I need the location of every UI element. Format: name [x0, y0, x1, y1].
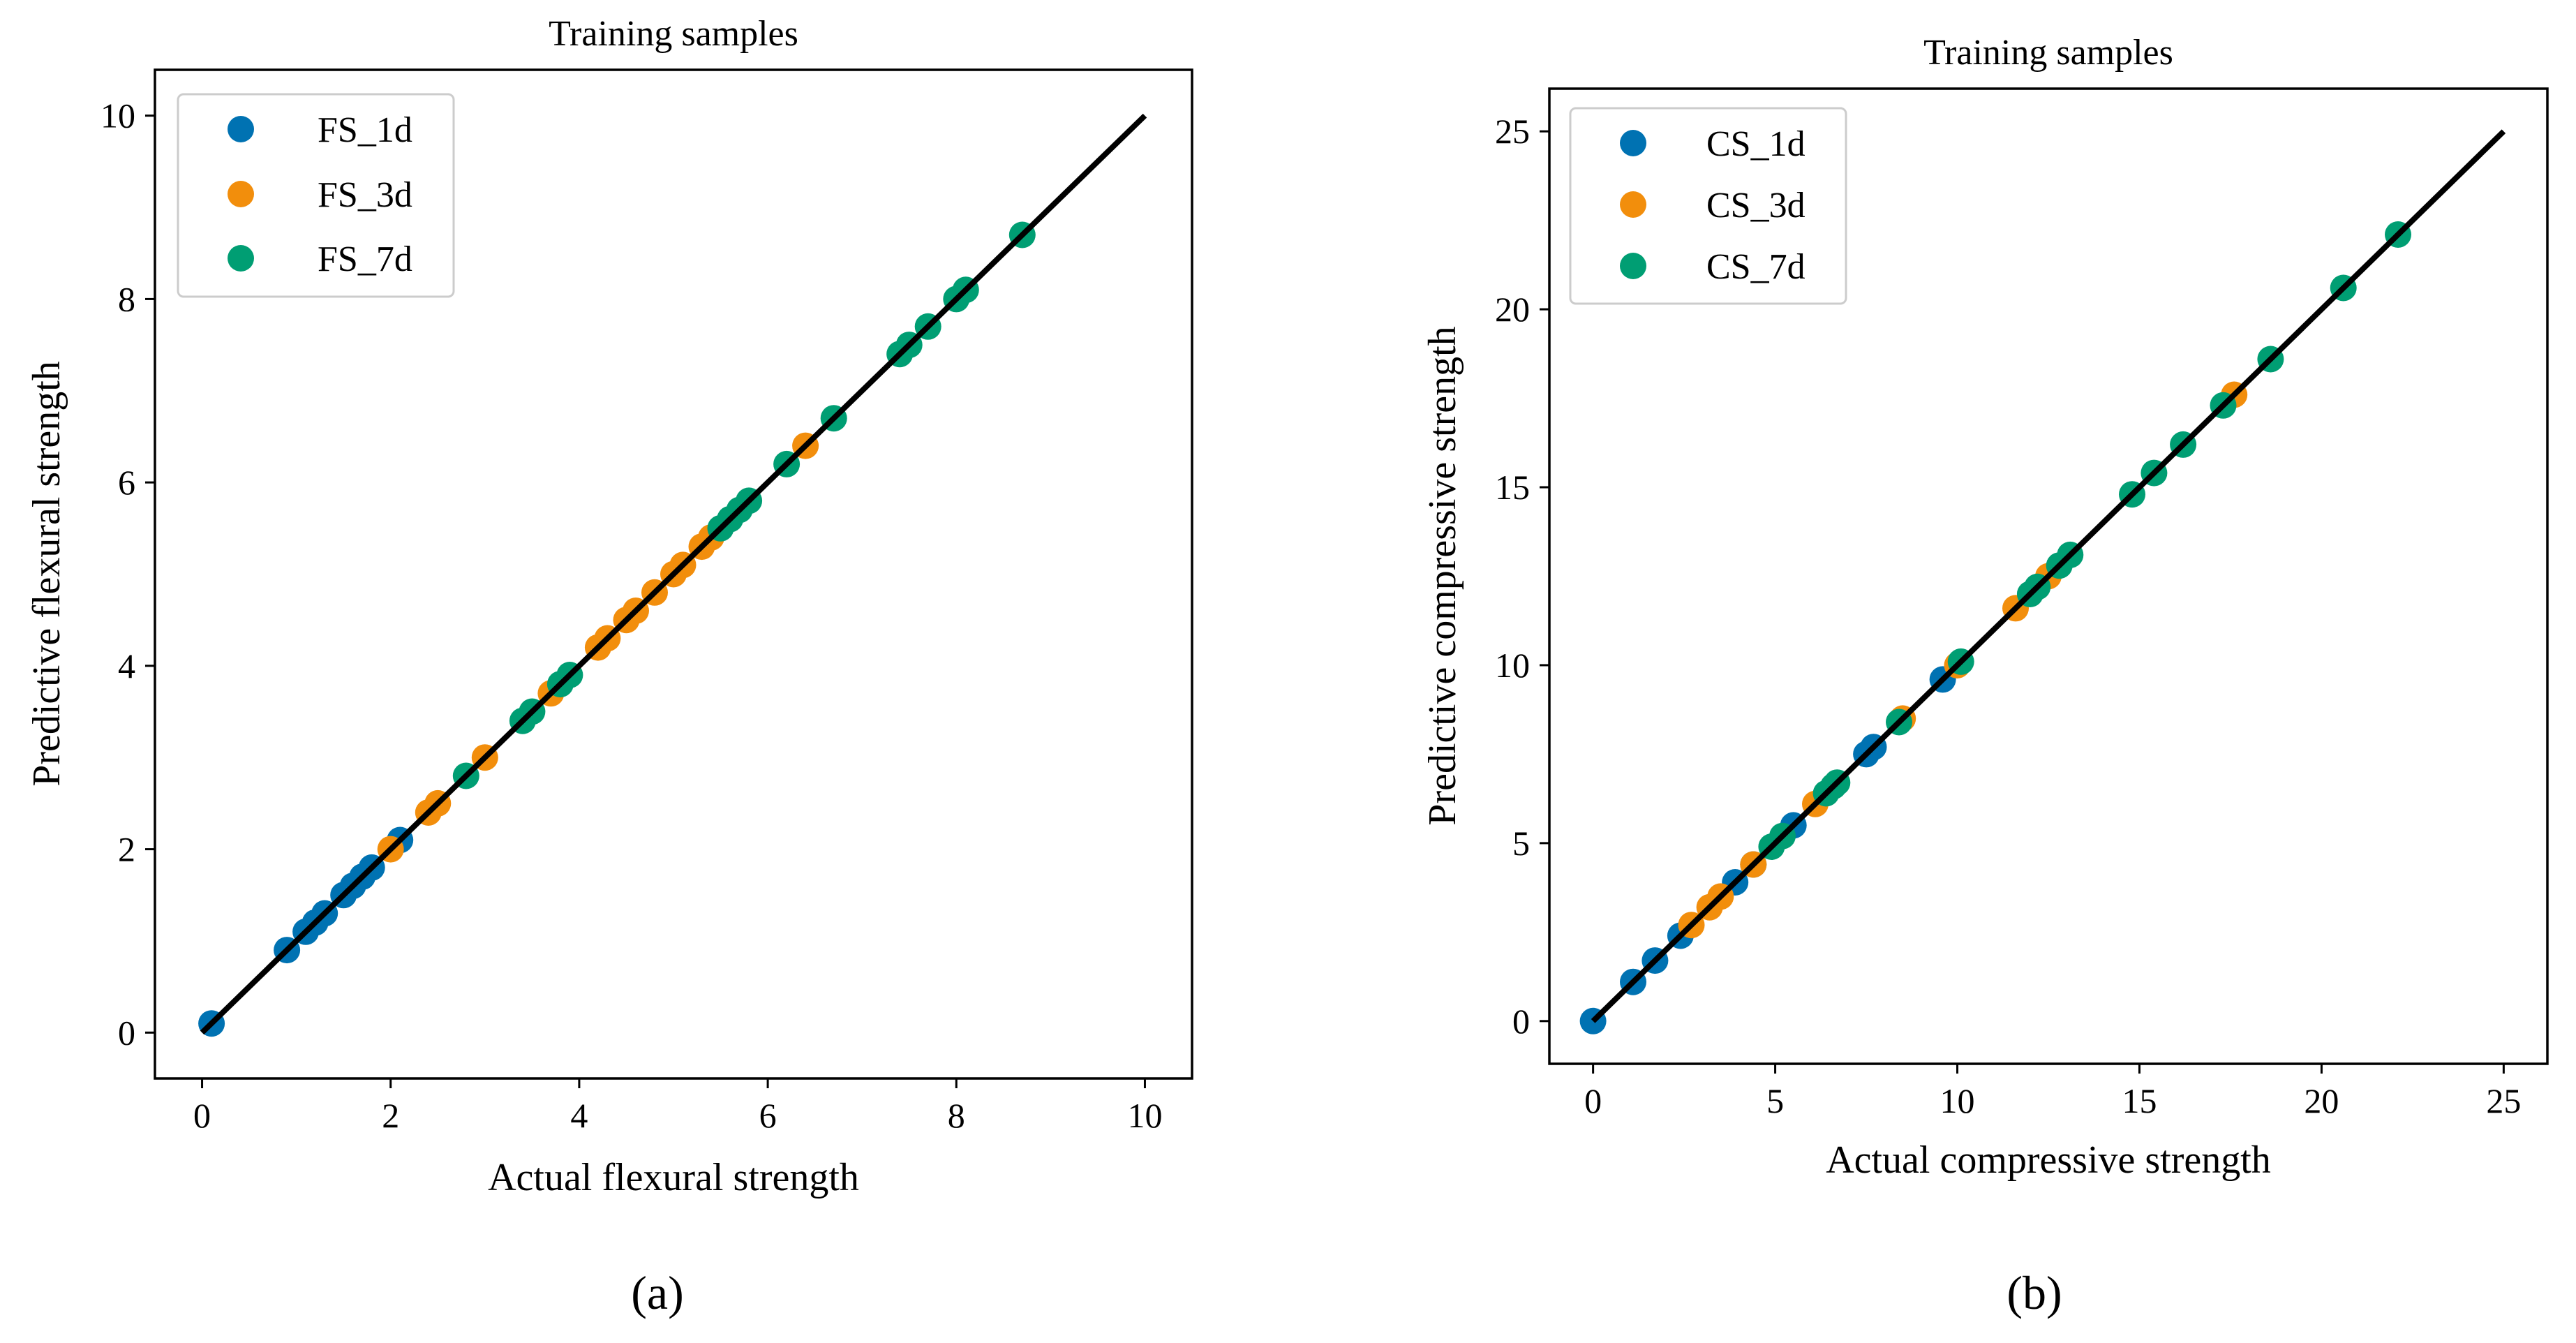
- legend-b: CS_1d CS_3d CS_7d: [1569, 107, 1847, 305]
- y-tick-label: 15: [1495, 468, 1530, 507]
- x-tick-label: 4: [570, 1096, 588, 1135]
- legend-label-cs-3d: CS_3d: [1706, 186, 1806, 225]
- chart-panel-a: Training samples 0 2 4 6 8 10 0 2 4 6 8 10 Actual f…: [25, 14, 1193, 1319]
- axis-ticks-b: 0 5 10 15 20 25 0 5 10 15 20 25: [1495, 112, 2521, 1120]
- x-axis-label-b: Actual compressive strength: [1826, 1138, 2271, 1182]
- reference-line-a: [200, 113, 1147, 1035]
- panel-label-b: (b): [2007, 1266, 2062, 1319]
- y-tick-label: 5: [1512, 824, 1530, 863]
- legend-marker-fs-3d: [228, 181, 254, 207]
- legend-label-fs-7d: FS_7d: [318, 239, 412, 279]
- plot-area-b: [1548, 87, 2549, 1065]
- x-tick-label: 20: [2304, 1081, 2339, 1120]
- x-tick-label: 0: [1584, 1081, 1602, 1120]
- y-tick-label: 6: [118, 463, 135, 502]
- x-tick-label: 2: [382, 1096, 399, 1135]
- legend-a: FS_1d FS_3d FS_7d: [177, 93, 455, 298]
- chart-panel-b: Training samples 0 5 10 15 20 25 0 5 10 15 20 25 Ac…: [1421, 33, 2549, 1319]
- y-tick-label: 10: [100, 96, 135, 135]
- legend-marker-fs-7d: [228, 245, 254, 272]
- x-tick-label: 5: [1766, 1081, 1784, 1120]
- legend-marker-fs-1d: [228, 116, 254, 142]
- x-tick-label: 8: [948, 1096, 965, 1135]
- x-tick-label: 10: [1127, 1096, 1162, 1135]
- y-tick-label: 2: [118, 830, 135, 869]
- chart-title-a: Training samples: [549, 14, 798, 54]
- scatter-marks-b: [1579, 129, 2506, 1034]
- reference-line-b: [1591, 129, 2506, 1023]
- legend-label-cs-7d: CS_7d: [1706, 247, 1806, 287]
- y-tick-label: 10: [1495, 646, 1530, 685]
- y-tick-label: 8: [118, 279, 135, 318]
- x-tick-label: 0: [193, 1096, 211, 1135]
- legend-box-a: [177, 93, 455, 298]
- y-tick-label: 20: [1495, 290, 1530, 329]
- legend-marker-cs-7d: [1620, 253, 1646, 279]
- plot-area-a: [154, 68, 1193, 1080]
- y-tick-label: 0: [1512, 1002, 1530, 1041]
- scatter-marks-a: [198, 113, 1147, 1037]
- y-tick-label: 0: [118, 1013, 135, 1052]
- x-tick-label: 25: [2486, 1081, 2521, 1120]
- y-tick-label: 4: [118, 646, 135, 685]
- x-tick-label: 10: [1940, 1081, 1975, 1120]
- legend-marker-cs-1d: [1620, 130, 1646, 156]
- y-axis-label-a: Predictive flexural strength: [25, 361, 68, 787]
- y-tick-label: 25: [1495, 112, 1530, 151]
- x-tick-label: 15: [2122, 1081, 2157, 1120]
- legend-label-fs-3d: FS_3d: [318, 175, 412, 215]
- panel-label-a: (a): [631, 1266, 683, 1319]
- legend-label-cs-1d: CS_1d: [1706, 124, 1806, 164]
- y-axis-label-b: Predictive compressive strength: [1421, 326, 1464, 825]
- x-axis-label-a: Actual flexural strength: [488, 1156, 859, 1199]
- chart-title-b: Training samples: [1923, 33, 2173, 73]
- x-tick-label: 6: [759, 1096, 777, 1135]
- legend-marker-cs-3d: [1620, 191, 1646, 218]
- legend-label-fs-1d: FS_1d: [318, 110, 412, 150]
- axis-ticks-a: 0 2 4 6 8 10 0 2 4 6 8 10: [100, 96, 1162, 1135]
